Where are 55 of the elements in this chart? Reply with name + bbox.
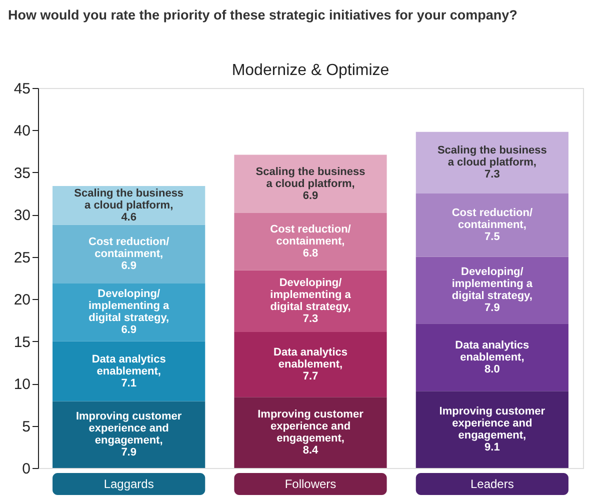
data-label: 8.0	[484, 363, 500, 376]
x-tick-label: Followers	[284, 477, 336, 491]
series-label: Scaling the business a cloud platform,	[74, 187, 184, 212]
bar	[234, 397, 387, 468]
series-label: Cost reduction/ containment,	[270, 224, 351, 248]
text: Developing/ implementing a digital strategy,	[452, 266, 533, 302]
bar	[234, 154, 387, 213]
bar	[234, 332, 387, 398]
series-label: Improving customer experience and engagement,	[76, 410, 182, 447]
text: Improving customer experience and engagement,	[439, 406, 546, 442]
y-tick-label: 45	[14, 80, 30, 98]
text: Scaling the business a cloud platform,	[437, 144, 547, 169]
text: Developing/ implementing a digital strategy,	[270, 277, 351, 314]
bar	[52, 341, 206, 402]
y-tick-label: 20	[14, 292, 30, 309]
bar	[416, 132, 568, 194]
data-label: 7.3	[484, 168, 500, 181]
data-label: 6.9	[121, 324, 136, 336]
data-label: 7.1	[121, 377, 136, 390]
text: Data analytics enablement,	[455, 339, 530, 364]
bar	[234, 212, 387, 270]
y-tick-label: 30	[14, 207, 30, 224]
data-label: 7.5	[484, 231, 500, 244]
y-tick-label: 0	[22, 460, 30, 478]
data-label: 7.9	[121, 446, 136, 459]
series-label: Developing/ implementing a digital strategy,	[88, 288, 170, 324]
y-tick-label: 25	[14, 249, 30, 266]
chart-subtitle: Modernize & Optimize	[232, 62, 390, 79]
data-label: 4.6	[121, 211, 136, 224]
x-tick-label: Laggards	[104, 477, 154, 491]
text: Cost reduction/ containment,	[88, 236, 170, 260]
bar	[416, 324, 568, 392]
text: Cost reduction/ containment,	[452, 207, 533, 232]
text: Improving customer experience and engagement,	[258, 408, 364, 445]
y-tick-label: 35	[14, 164, 30, 182]
y-tick-label: 10	[14, 376, 30, 394]
y-tick-label: 5	[22, 418, 30, 436]
data-label: 9.1	[484, 442, 500, 454]
bar	[416, 391, 568, 468]
data-label: 7.3	[302, 313, 318, 326]
y-tick-label: 15	[14, 334, 30, 351]
data-label: 7.7	[302, 370, 318, 383]
bar	[416, 194, 568, 257]
data-label: 7.9	[484, 302, 500, 314]
y-tick-label: 40	[14, 122, 30, 140]
text: Data analytics enablement,	[274, 346, 348, 371]
series-label: Data analytics enablement,	[92, 353, 166, 378]
data-label: 6.9	[302, 190, 318, 202]
text: Scaling the business a cloud platform,	[256, 166, 366, 190]
data-label: 6.8	[302, 248, 318, 260]
x-tick-label: Leaders	[470, 477, 514, 491]
chart-title: How would you rate the priority of these strategic initiatives for your company?	[8, 8, 518, 22]
data-label: 6.9	[121, 260, 136, 272]
bar	[52, 224, 206, 284]
data-label: 8.4	[302, 444, 320, 457]
